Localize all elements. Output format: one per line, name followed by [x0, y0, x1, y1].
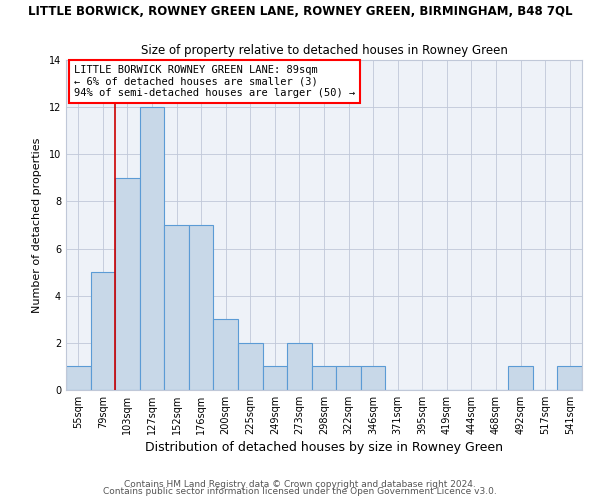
- Bar: [164, 225, 189, 390]
- Bar: [287, 343, 312, 390]
- Bar: [66, 366, 91, 390]
- Bar: [189, 225, 214, 390]
- X-axis label: Distribution of detached houses by size in Rowney Green: Distribution of detached houses by size …: [145, 442, 503, 454]
- Bar: [557, 366, 582, 390]
- Bar: [263, 366, 287, 390]
- Text: Contains public sector information licensed under the Open Government Licence v3: Contains public sector information licen…: [103, 487, 497, 496]
- Bar: [140, 107, 164, 390]
- Bar: [238, 343, 263, 390]
- Bar: [91, 272, 115, 390]
- Bar: [214, 320, 238, 390]
- Bar: [361, 366, 385, 390]
- Text: Contains HM Land Registry data © Crown copyright and database right 2024.: Contains HM Land Registry data © Crown c…: [124, 480, 476, 489]
- Bar: [508, 366, 533, 390]
- Title: Size of property relative to detached houses in Rowney Green: Size of property relative to detached ho…: [140, 44, 508, 58]
- Bar: [312, 366, 336, 390]
- Text: LITTLE BORWICK, ROWNEY GREEN LANE, ROWNEY GREEN, BIRMINGHAM, B48 7QL: LITTLE BORWICK, ROWNEY GREEN LANE, ROWNE…: [28, 5, 572, 18]
- Text: LITTLE BORWICK ROWNEY GREEN LANE: 89sqm
← 6% of detached houses are smaller (3)
: LITTLE BORWICK ROWNEY GREEN LANE: 89sqm …: [74, 65, 355, 98]
- Y-axis label: Number of detached properties: Number of detached properties: [32, 138, 42, 312]
- Bar: [336, 366, 361, 390]
- Bar: [115, 178, 140, 390]
